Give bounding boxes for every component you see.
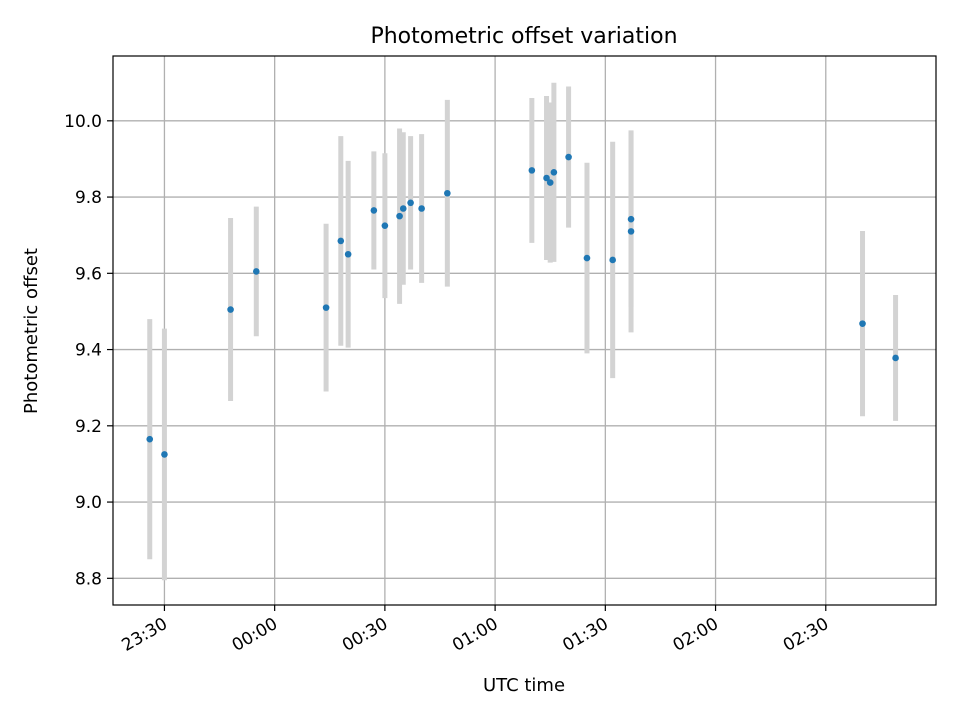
data-point: [627, 215, 635, 223]
data-point: [418, 205, 425, 212]
y-tick-label: 9.0: [75, 493, 102, 513]
data-point: [381, 222, 389, 229]
data-point: [546, 179, 554, 186]
data-point: [627, 228, 635, 235]
data-point: [444, 189, 451, 197]
y-tick-label: 9.6: [75, 264, 102, 284]
chart-title: Photometric offset variation: [370, 24, 677, 49]
data-point: [609, 256, 616, 264]
y-tick-label: 9.8: [75, 188, 102, 208]
data-point: [550, 168, 558, 176]
data-point: [344, 250, 352, 258]
data-point: [528, 167, 536, 174]
data-point: [252, 268, 260, 275]
data-point: [322, 304, 330, 311]
y-tick-label: 9.4: [75, 341, 102, 361]
data-point: [399, 205, 407, 212]
data-point: [146, 435, 154, 443]
y-tick-label: 9.2: [75, 417, 102, 437]
data-point: [396, 212, 403, 220]
data-point: [565, 153, 572, 161]
data-point: [407, 199, 414, 207]
data-point: [370, 207, 378, 214]
data-point: [892, 354, 899, 362]
data-point: [161, 451, 168, 458]
y-axis-label: Photometric offset: [21, 248, 42, 414]
grid: [113, 56, 936, 605]
data-point: [543, 174, 550, 182]
plot-frame: [112, 55, 937, 606]
y-tick-label: 10.0: [64, 112, 102, 132]
y-tick-label: 8.8: [75, 569, 102, 589]
data-point: [337, 237, 345, 245]
data-point: [583, 254, 591, 262]
x-axis-label: UTC time: [483, 675, 565, 696]
data-point: [227, 306, 234, 313]
data-points: [146, 153, 899, 458]
data-point: [859, 320, 866, 327]
